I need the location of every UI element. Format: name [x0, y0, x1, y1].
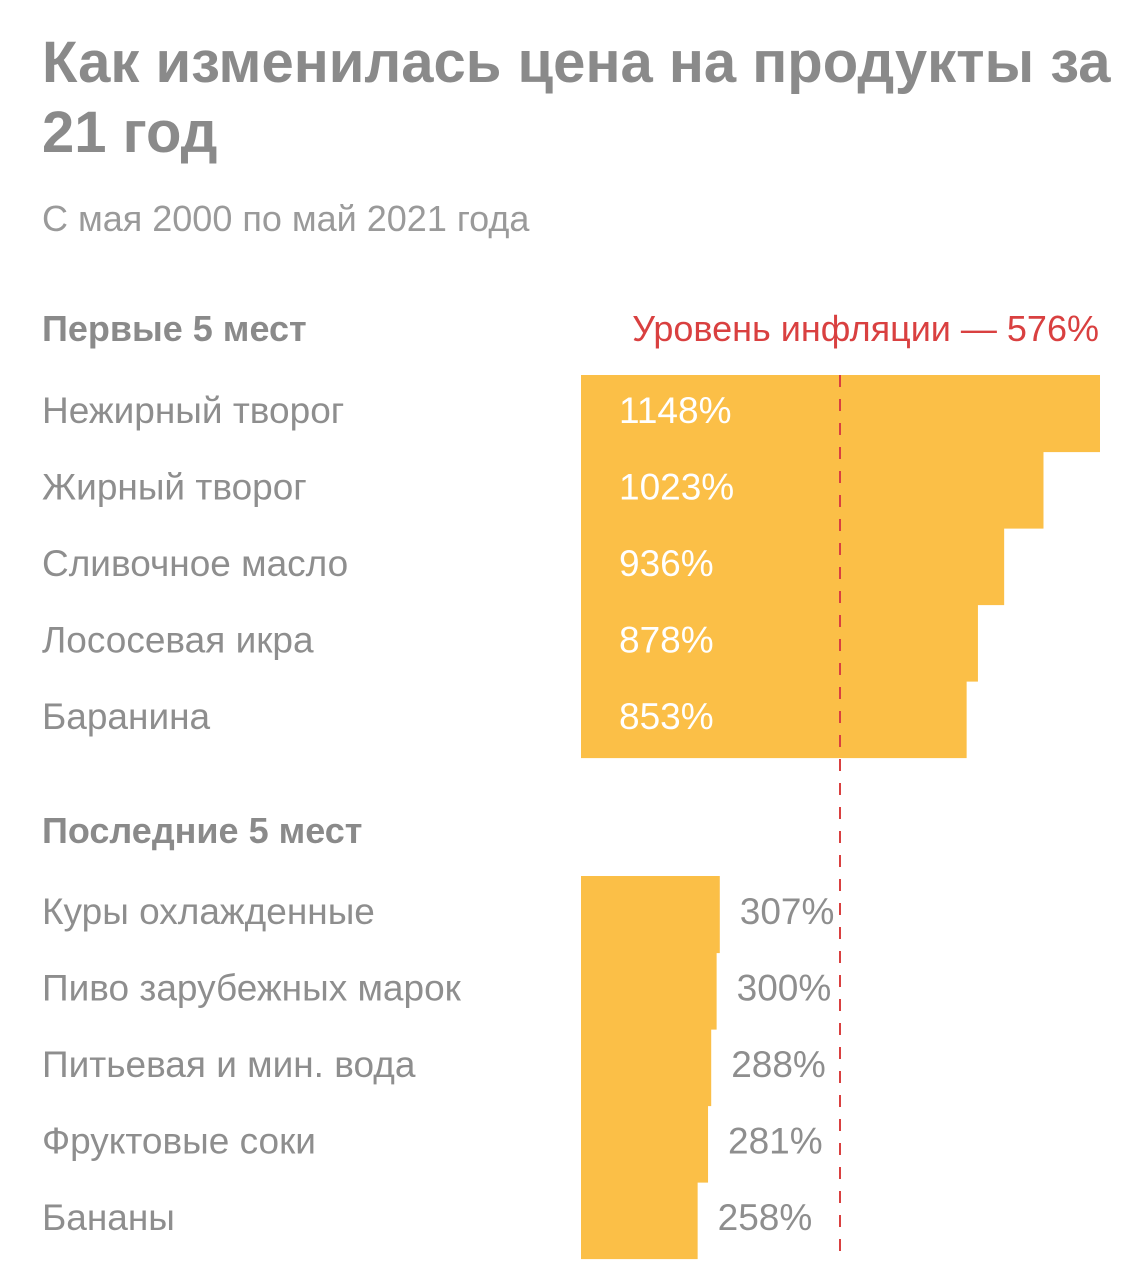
chart-title: Как изменилась цена на продукты за 21 го…: [42, 30, 1111, 165]
category-label: Питьевая и мин. вода: [42, 1044, 416, 1085]
category-label: Пиво зарубежных марок: [42, 968, 462, 1009]
value-label: 307%: [740, 891, 835, 932]
group-heading-bottom: Последние 5 мест: [42, 810, 363, 851]
value-label: 258%: [718, 1197, 813, 1238]
category-label: Нежирный творог: [42, 390, 344, 431]
chart-subtitle: С мая 2000 по май 2021 года: [42, 198, 530, 239]
inflation-label: Уровень инфляции — 576%: [632, 308, 1099, 349]
bar-0-2: [581, 528, 1005, 606]
value-label: 1023%: [619, 467, 734, 508]
category-label: Бананы: [42, 1197, 175, 1238]
value-label: 853%: [619, 696, 714, 737]
value-label: 936%: [619, 543, 714, 584]
bar-1-2: [581, 1029, 712, 1107]
value-label: 288%: [731, 1044, 826, 1085]
bar-1-3: [581, 1105, 709, 1183]
bar-0-1: [581, 451, 1044, 529]
group-heading-top: Первые 5 мест: [42, 308, 307, 349]
category-label: Лососевая икра: [42, 620, 314, 661]
category-label: Куры охлажденные: [42, 891, 375, 932]
value-label: 1148%: [619, 390, 731, 431]
bar-0-3: [581, 604, 978, 682]
value-label: 300%: [737, 968, 832, 1009]
category-label: Фруктовые соки: [42, 1121, 316, 1162]
bar-1-1: [581, 952, 717, 1030]
category-label: Сливочное масло: [42, 543, 348, 584]
category-label: Баранина: [42, 696, 211, 737]
bar-0-4: [581, 681, 967, 759]
category-label: Жирный творог: [42, 467, 307, 508]
bar-1-4: [581, 1182, 698, 1260]
value-label: 281%: [728, 1121, 823, 1162]
bar-0-0: [581, 375, 1100, 453]
bar-1-0: [581, 876, 720, 954]
value-label: 878%: [619, 620, 714, 661]
